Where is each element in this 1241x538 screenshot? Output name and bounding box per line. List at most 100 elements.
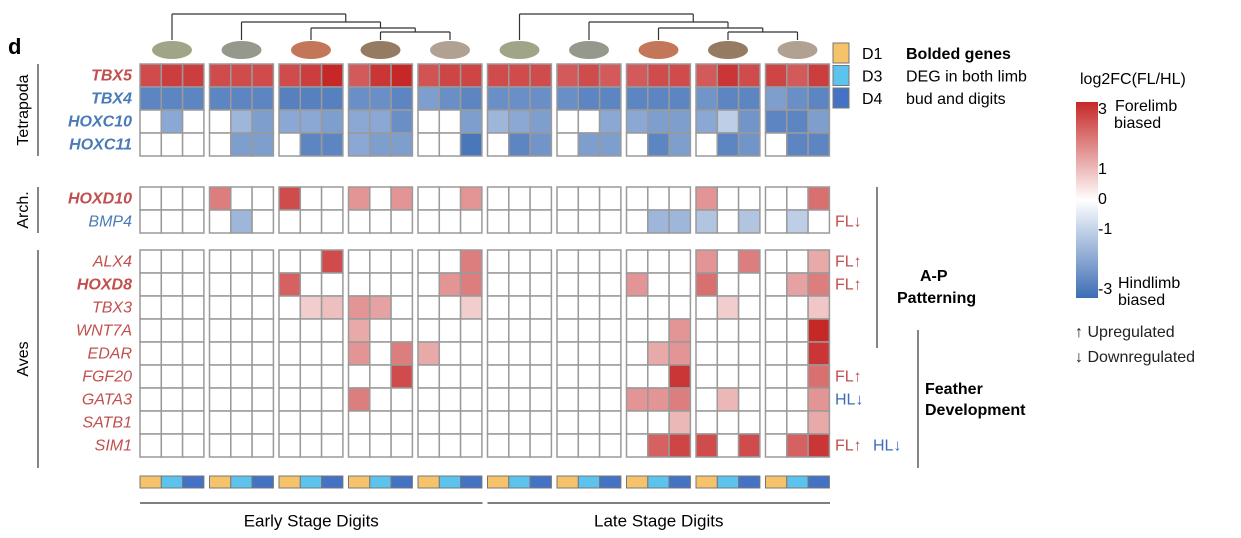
digit-bar — [509, 476, 530, 488]
heat-cell — [696, 434, 717, 457]
digit-bar — [140, 476, 161, 488]
digit-bar — [648, 476, 669, 488]
heat-cell — [370, 187, 391, 210]
heat-cell — [557, 365, 578, 388]
heat-cell — [370, 342, 391, 365]
annotation: FL↑ — [835, 277, 862, 294]
heat-cell — [349, 319, 370, 342]
heat-cell — [370, 250, 391, 273]
heat-cell — [391, 365, 412, 388]
heat-cell — [461, 273, 482, 296]
heat-cell — [787, 388, 808, 411]
heat-cell — [252, 273, 273, 296]
heat-cell — [739, 210, 760, 233]
heat-cell — [370, 319, 391, 342]
legend-swatch — [833, 88, 849, 108]
heat-cell — [509, 110, 530, 133]
heat-cell — [557, 87, 578, 110]
legend-label: D4 — [862, 91, 883, 108]
heat-cell — [300, 187, 321, 210]
heat-cell — [183, 342, 204, 365]
gene-label: TBX3 — [92, 300, 132, 317]
heat-cell — [578, 342, 599, 365]
heat-cell — [739, 388, 760, 411]
heat-cell — [808, 273, 829, 296]
heat-cell — [231, 133, 252, 156]
species-icon — [639, 41, 679, 59]
heat-cell — [808, 319, 829, 342]
heat-cell — [461, 110, 482, 133]
heat-cell — [530, 210, 551, 233]
heat-cell — [161, 87, 182, 110]
heat-cell — [627, 319, 648, 342]
heat-cell — [161, 342, 182, 365]
heat-cell — [600, 342, 621, 365]
heat-cell — [322, 296, 343, 319]
heat-cell — [717, 87, 738, 110]
heat-cell — [488, 411, 509, 434]
heat-cell — [252, 434, 273, 457]
heat-cell — [787, 64, 808, 87]
heat-cell — [578, 187, 599, 210]
heat-cell — [349, 296, 370, 319]
heat-cell — [461, 250, 482, 273]
heat-cell — [183, 411, 204, 434]
heat-cell — [557, 273, 578, 296]
heat-cell — [717, 296, 738, 319]
panel-label: d — [8, 34, 21, 59]
species-icon — [500, 41, 540, 59]
heat-cell — [648, 342, 669, 365]
digit-bar — [787, 476, 808, 488]
heat-cell — [669, 133, 690, 156]
heat-cell — [787, 296, 808, 319]
heat-cell — [766, 110, 787, 133]
digit-bar — [418, 476, 439, 488]
heat-cell — [252, 133, 273, 156]
heat-cell — [627, 365, 648, 388]
heat-cell — [439, 87, 460, 110]
heat-cell — [717, 110, 738, 133]
heat-cell — [349, 434, 370, 457]
heat-cell — [696, 296, 717, 319]
heat-cell — [439, 64, 460, 87]
annotation: FL↑ — [835, 369, 862, 386]
annotation: FL↑ — [835, 438, 862, 455]
gene-label: BMP4 — [88, 214, 132, 231]
heat-cell — [370, 87, 391, 110]
heat-cell — [600, 133, 621, 156]
heat-cell — [231, 273, 252, 296]
annotation: FL↓ — [835, 214, 862, 231]
heat-cell — [349, 411, 370, 434]
heat-cell — [391, 133, 412, 156]
heat-cell — [300, 411, 321, 434]
heat-cell — [461, 319, 482, 342]
heat-cell — [530, 365, 551, 388]
heat-cell — [439, 187, 460, 210]
gene-label: ALX4 — [92, 254, 132, 271]
heat-cell — [322, 434, 343, 457]
heat-cell — [787, 110, 808, 133]
heat-cell — [161, 319, 182, 342]
digit-bar — [717, 476, 738, 488]
heat-cell — [808, 187, 829, 210]
heat-cell — [370, 434, 391, 457]
heat-cell — [322, 388, 343, 411]
heat-cell — [578, 87, 599, 110]
heat-cell — [183, 250, 204, 273]
heat-cell — [717, 434, 738, 457]
digit-bar — [210, 476, 231, 488]
gene-label: HOXC10 — [68, 114, 132, 131]
heat-cell — [739, 434, 760, 457]
heat-cell — [787, 411, 808, 434]
heat-cell — [161, 110, 182, 133]
heat-cell — [418, 110, 439, 133]
heat-cell — [488, 296, 509, 319]
heat-cell — [418, 87, 439, 110]
heat-cell — [183, 434, 204, 457]
heat-cell — [231, 87, 252, 110]
heat-cell — [509, 87, 530, 110]
heat-cell — [183, 64, 204, 87]
heat-cell — [530, 87, 551, 110]
heat-cell — [787, 342, 808, 365]
heat-cell — [557, 64, 578, 87]
